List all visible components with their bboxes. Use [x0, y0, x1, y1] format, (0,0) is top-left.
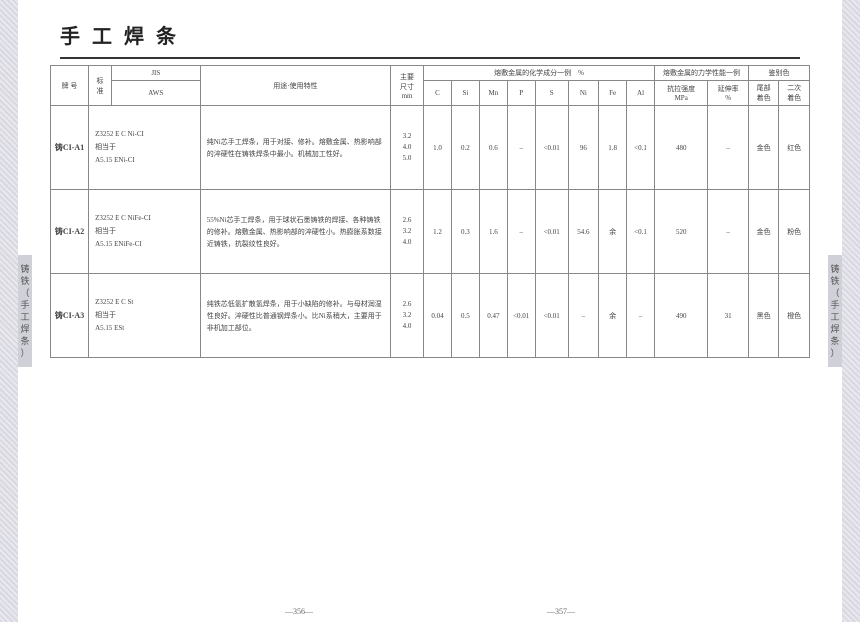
cell-size: 2.6 3.2 4.0: [391, 190, 424, 274]
th-std: 标 准: [89, 66, 112, 106]
cell-s: <0.01: [535, 274, 568, 358]
cell-elong: –: [708, 190, 749, 274]
cell-model: 铸CI-A3: [51, 274, 89, 358]
cell-second: 粉色: [779, 190, 810, 274]
cell-tensile: 520: [655, 190, 708, 274]
th-tail: 尾部 着色: [748, 81, 778, 106]
page-number-right: —357—: [547, 607, 575, 616]
th-mech-group: 熔敷金属的力学性能一例: [655, 66, 749, 81]
spec-table: 牌 号 标 准 JIS 用途·使用特性 主要 尺寸 mm 熔敷金属的化学成分一例…: [50, 65, 810, 358]
decor-right: [842, 0, 860, 622]
th-elong: 延伸率 %: [708, 81, 749, 106]
page-title: 手工焊条: [60, 20, 820, 49]
cell-model: 铸CI-A2: [51, 190, 89, 274]
side-tab-left: 铸铁（手工焊条）: [18, 255, 32, 367]
page-content: 手工焊条 牌 号 标 准 JIS 用途·使用特性 主要 尺寸 mm 熔敷金属的化…: [40, 20, 820, 602]
cell-p: –: [507, 190, 535, 274]
cell-s: <0.01: [535, 106, 568, 190]
th-c: C: [424, 81, 452, 106]
cell-fe: 1.8: [599, 106, 627, 190]
th-size: 主要 尺寸 mm: [391, 66, 424, 106]
cell-mn: 0.6: [479, 106, 507, 190]
cell-std: Z3252 E C NiFe-CI 相当于 A5.15 ENiFe-CI: [89, 190, 201, 274]
cell-std: Z3252 E C St 相当于 A5.15 ESt: [89, 274, 201, 358]
th-usage: 用途·使用特性: [200, 66, 390, 106]
cell-tensile: 490: [655, 274, 708, 358]
table-row: 铸CI-A3Z3252 E C St 相当于 A5.15 ESt纯铁芯低氢扩散氢…: [51, 274, 810, 358]
cell-size: 3.2 4.0 5.0: [391, 106, 424, 190]
th-model: 牌 号: [51, 66, 89, 106]
cell-usage: 纯铁芯低氢扩散氢焊条，用于小缺陷的修补。与母材润湿性良好。淬硬性比普通钢焊条小。…: [200, 274, 390, 358]
cell-si: 0.2: [451, 106, 479, 190]
th-second: 二次 着色: [779, 81, 810, 106]
cell-s: <0.01: [535, 190, 568, 274]
th-color-group: 鉴别色: [748, 66, 809, 81]
title-underline: [60, 57, 800, 59]
cell-model: 铸CI-A1: [51, 106, 89, 190]
cell-ni: 96: [568, 106, 598, 190]
cell-si: 0.3: [451, 190, 479, 274]
cell-p: <0.01: [507, 274, 535, 358]
cell-tail: 金色: [748, 106, 778, 190]
cell-elong: –: [708, 106, 749, 190]
cell-fe: 余: [599, 274, 627, 358]
cell-mn: 0.47: [479, 274, 507, 358]
th-si: Si: [451, 81, 479, 106]
cell-al: –: [627, 274, 655, 358]
cell-ni: –: [568, 274, 598, 358]
th-chem-group: 熔敷金属的化学成分一例 %: [424, 66, 655, 81]
cell-c: 1.0: [424, 106, 452, 190]
cell-mn: 1.6: [479, 190, 507, 274]
th-aws: AWS: [111, 81, 200, 106]
table-row: 铸CI-A2Z3252 E C NiFe-CI 相当于 A5.15 ENiFe-…: [51, 190, 810, 274]
cell-second: 红色: [779, 106, 810, 190]
cell-al: <0.1: [627, 190, 655, 274]
th-ni: Ni: [568, 81, 598, 106]
cell-ni: 54.6: [568, 190, 598, 274]
cell-fe: 余: [599, 190, 627, 274]
side-tab-right: 铸铁（手工焊条）: [828, 255, 842, 367]
cell-second: 橙色: [779, 274, 810, 358]
page-number-left: —356—: [285, 607, 313, 616]
th-mn: Mn: [479, 81, 507, 106]
th-jis: JIS: [111, 66, 200, 81]
cell-tail: 金色: [748, 190, 778, 274]
cell-al: <0.1: [627, 106, 655, 190]
decor-left: [0, 0, 18, 622]
cell-c: 1.2: [424, 190, 452, 274]
cell-usage: 纯Ni芯手工焊条，用于对接、修补。熔敷金属、热影响部的淬硬性在铸铁焊条中最小。机…: [200, 106, 390, 190]
th-tensile: 抗拉强度 MPa: [655, 81, 708, 106]
th-fe: Fe: [599, 81, 627, 106]
cell-si: 0.5: [451, 274, 479, 358]
cell-elong: 31: [708, 274, 749, 358]
cell-tensile: 480: [655, 106, 708, 190]
cell-p: –: [507, 106, 535, 190]
cell-usage: 55%Ni芯手工焊条，用于球状石墨铸铁的焊接、各种铸铁的修补。熔敷金属、热影响部…: [200, 190, 390, 274]
cell-size: 2.6 3.2 4.0: [391, 274, 424, 358]
cell-tail: 黑色: [748, 274, 778, 358]
th-s: S: [535, 81, 568, 106]
table-body: 铸CI-A1Z3252 E C Ni-CI 相当于 A5.15 ENi-CI纯N…: [51, 106, 810, 358]
cell-c: 0.04: [424, 274, 452, 358]
cell-std: Z3252 E C Ni-CI 相当于 A5.15 ENi-CI: [89, 106, 201, 190]
th-p: P: [507, 81, 535, 106]
th-al: Al: [627, 81, 655, 106]
table-row: 铸CI-A1Z3252 E C Ni-CI 相当于 A5.15 ENi-CI纯N…: [51, 106, 810, 190]
